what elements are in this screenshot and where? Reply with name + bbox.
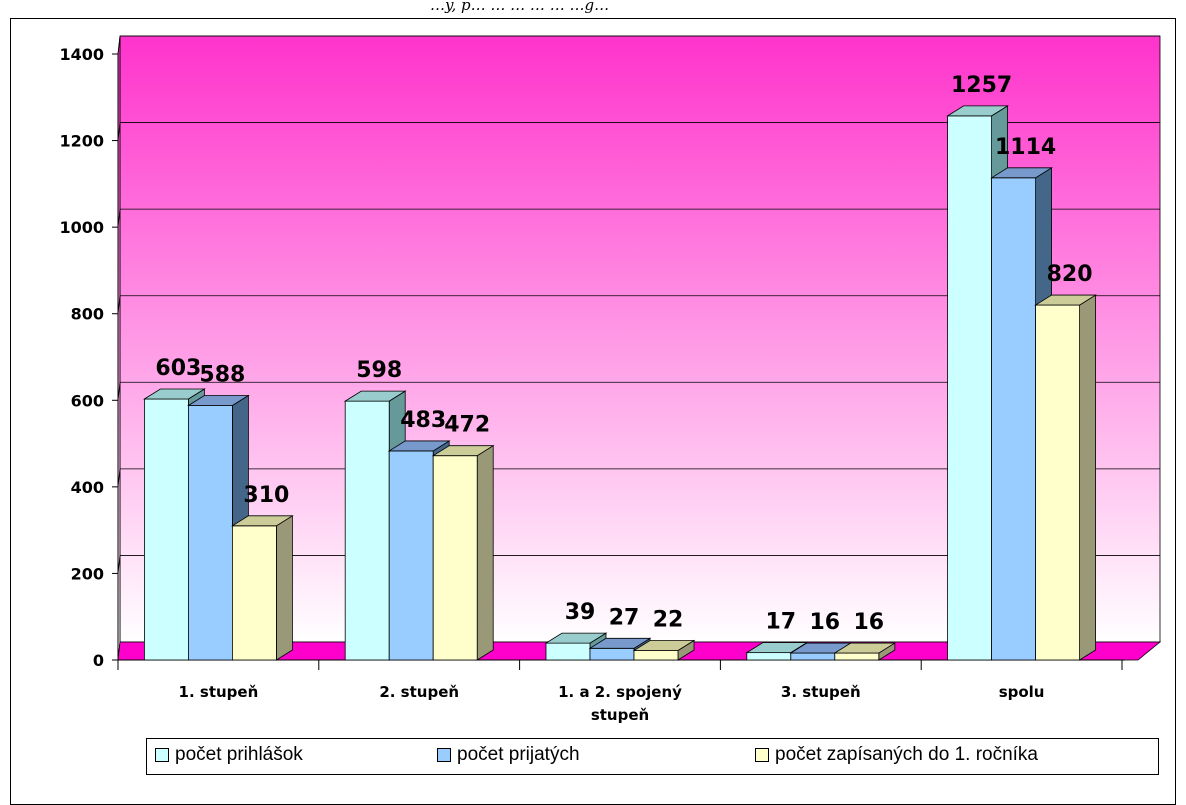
legend-item-1: počet prijatých [437, 744, 580, 766]
data-label-0-0: 603 [155, 356, 201, 381]
bar-top-0-1 [187, 395, 250, 406]
x-tick-label-4: spolu [999, 683, 1045, 701]
legend-swatch-1 [437, 748, 451, 762]
legend-item-0: počet prihlášok [155, 744, 303, 766]
bar-3-2 [833, 642, 897, 661]
legend-swatch-2 [755, 748, 769, 762]
bar-top-0-0 [143, 388, 206, 400]
bar-front-3-1 [790, 652, 836, 661]
legend-label-0: počet prihlášok [175, 744, 303, 765]
bar-front-4-0 [947, 115, 992, 661]
bar-top-1-2 [431, 445, 495, 457]
bar-front-3-0 [746, 652, 792, 661]
bar-side-1-2 [476, 444, 494, 661]
bar-top-4-1 [990, 167, 1053, 179]
bar-front-4-1 [991, 177, 1036, 661]
data-label-2-0: 39 [565, 600, 596, 625]
x-tick-label-2-line-1: stupeň [591, 706, 649, 724]
y-tick-label-4: 800 [71, 305, 104, 324]
y-tick-label-6: 1200 [59, 132, 104, 151]
y-tick-label-0: 0 [93, 651, 104, 670]
bar-front-0-2 [231, 525, 277, 661]
legend: počet prihlášok počet prijatých počet za… [146, 738, 1159, 775]
data-label-1-1: 483 [400, 408, 446, 433]
bar-top-3-2 [833, 642, 897, 654]
x-tick-label-3: 3. stupeň [781, 683, 861, 701]
data-label-0-1: 588 [199, 362, 245, 387]
bar-top-1-0 [343, 390, 407, 402]
data-label-2-1: 27 [609, 605, 640, 630]
bar-top-4-0 [946, 105, 1009, 117]
bar-2-2 [632, 639, 696, 661]
bar-top-2-1 [588, 637, 652, 649]
data-label-3-0: 17 [765, 610, 796, 635]
x-tick-label-1: 2. stupeň [379, 683, 459, 701]
bar-front-4-2 [1035, 304, 1080, 661]
bar-front-2-2 [633, 650, 679, 661]
bar-front-0-1 [187, 405, 233, 661]
y-tick-label-2: 400 [71, 478, 104, 497]
data-label-3-1: 16 [809, 610, 840, 635]
bar-top-0-2 [231, 515, 294, 527]
data-label-3-2: 16 [853, 610, 884, 635]
bar-top-3-0 [745, 642, 809, 654]
bar-front-2-0 [545, 642, 591, 661]
data-label-2-2: 22 [653, 607, 684, 632]
header-caption: …y, p… … … … … …g… [430, 0, 610, 14]
bar-front-2-1 [589, 647, 635, 661]
bar-side-4-2 [1079, 294, 1096, 661]
bar-top-2-0 [544, 632, 608, 644]
data-label-1-0: 598 [356, 358, 402, 383]
bar-top-2-2 [632, 640, 696, 651]
gridline-side-7 [117, 35, 121, 55]
x-tick-label-2-line-0: 1. a 2. spojený [558, 683, 682, 701]
data-label-1-2: 472 [444, 413, 490, 438]
bar-4-2 [1034, 294, 1097, 661]
bar-0-2 [231, 515, 294, 661]
bar-front-3-2 [834, 652, 880, 661]
data-label-4-0: 1257 [951, 73, 1012, 98]
bar-front-1-2 [432, 455, 478, 661]
y-tick-label-7: 1400 [59, 45, 104, 64]
data-label-0-2: 310 [243, 483, 289, 508]
bar-4-1 [990, 167, 1053, 661]
bar-front-1-0 [344, 400, 390, 661]
x-tick-label-0: 1. stupeň [179, 683, 259, 701]
legend-label-2: počet zapísaných do 1. ročníka [775, 744, 1038, 765]
bar-1-2 [431, 444, 495, 661]
bar-top-4-2 [1034, 294, 1097, 306]
y-tick-label-5: 1000 [59, 218, 104, 237]
legend-label-1: počet prijatých [457, 744, 580, 765]
legend-item-2: počet zapísaných do 1. ročníka [755, 744, 1038, 766]
bars [143, 105, 1097, 661]
data-label-4-2: 820 [1047, 262, 1093, 287]
axes: 0 200 400 600 800 1000 1200 1400 1. stupeň 2. stu… [59, 45, 1125, 724]
y-tick-label-1: 200 [71, 564, 104, 583]
data-label-4-1: 1114 [995, 135, 1056, 160]
bar-front-1-1 [388, 450, 434, 661]
bar-front-0-0 [143, 398, 189, 661]
bar-side-0-2 [275, 515, 293, 661]
y-tick-label-3: 600 [71, 391, 104, 410]
legend-swatch-0 [155, 748, 169, 762]
bar-top-1-1 [387, 440, 451, 452]
